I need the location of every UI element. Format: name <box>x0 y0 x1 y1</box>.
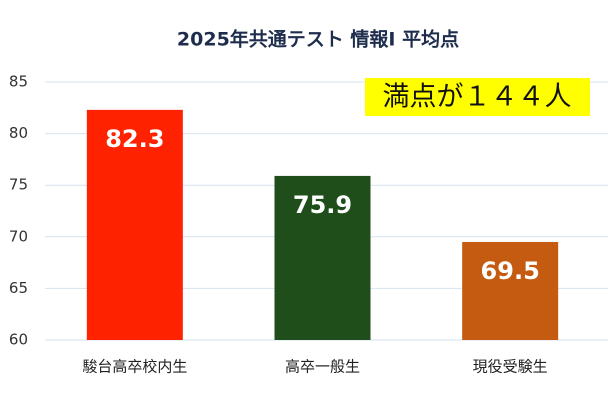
bar <box>86 109 183 340</box>
y-tick-label: 70 <box>9 227 28 245</box>
annotation-background <box>365 78 590 116</box>
y-tick-label: 85 <box>9 73 28 91</box>
y-tick-label: 80 <box>9 124 28 142</box>
x-tick-label: 高卒一般生 <box>285 358 360 376</box>
x-tick-label: 現役受験生 <box>473 358 548 376</box>
chart-title: 2025年共通テスト 情報I 平均点 <box>177 28 459 51</box>
y-tick-label: 60 <box>9 331 28 349</box>
y-tick-label: 75 <box>9 176 28 194</box>
value-label: 69.5 <box>481 257 540 285</box>
bar <box>274 175 371 340</box>
value-label: 75.9 <box>293 191 352 219</box>
bar <box>462 241 559 340</box>
x-tick-label: 駿台高卒校内生 <box>82 358 187 376</box>
annotation: 満点が１４４人 <box>383 82 572 113</box>
y-tick-label: 65 <box>9 279 28 297</box>
value-label: 82.3 <box>105 125 164 153</box>
